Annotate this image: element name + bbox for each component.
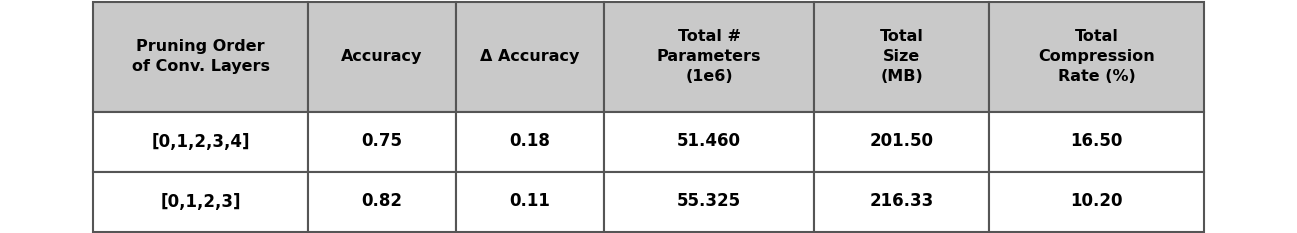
Bar: [307, 171, 457, 232]
Bar: [815, 171, 990, 232]
Text: 16.50: 16.50: [1070, 133, 1123, 151]
Text: Δ Accuracy: Δ Accuracy: [480, 49, 580, 64]
Text: 55.325: 55.325: [677, 192, 741, 210]
Text: Accuracy: Accuracy: [341, 49, 423, 64]
Text: Total #
Parameters
(1e6): Total # Parameters (1e6): [656, 29, 761, 84]
Bar: [604, 1, 815, 112]
Bar: [815, 112, 990, 171]
Text: [0,1,2,3]: [0,1,2,3]: [161, 192, 241, 210]
Bar: [307, 112, 457, 171]
Text: 0.82: 0.82: [362, 192, 402, 210]
Bar: [457, 112, 604, 171]
Text: 0.18: 0.18: [510, 133, 550, 151]
Text: Pruning Order
of Conv. Layers: Pruning Order of Conv. Layers: [131, 39, 270, 74]
Text: 216.33: 216.33: [869, 192, 934, 210]
Bar: [604, 171, 815, 232]
Bar: [604, 112, 815, 171]
Bar: [815, 1, 990, 112]
Text: 0.75: 0.75: [362, 133, 402, 151]
Bar: [307, 1, 457, 112]
Bar: [457, 171, 604, 232]
Text: 201.50: 201.50: [869, 133, 934, 151]
Text: [0,1,2,3,4]: [0,1,2,3,4]: [152, 133, 250, 151]
Bar: [93, 1, 307, 112]
Bar: [457, 1, 604, 112]
Bar: [93, 112, 307, 171]
Bar: [93, 171, 307, 232]
Text: Total
Size
(MB): Total Size (MB): [879, 29, 923, 84]
Text: 10.20: 10.20: [1070, 192, 1123, 210]
Bar: [990, 1, 1204, 112]
Bar: [990, 171, 1204, 232]
Text: Total
Compression
Rate (%): Total Compression Rate (%): [1038, 29, 1154, 84]
Text: 0.11: 0.11: [510, 192, 550, 210]
Bar: [990, 112, 1204, 171]
Text: 51.460: 51.460: [677, 133, 741, 151]
